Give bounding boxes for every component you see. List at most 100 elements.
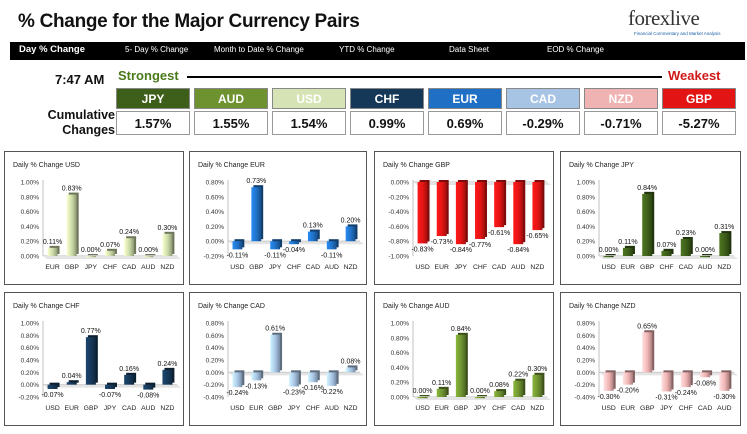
- bar: [455, 334, 466, 397]
- bar: [475, 397, 485, 399]
- x-tick-label: GBP: [640, 264, 655, 271]
- chart-title: Daily % Change AUD: [383, 303, 450, 310]
- currency-name: AUD: [194, 88, 268, 109]
- bar: [270, 334, 281, 373]
- data-label: -0.65%: [526, 233, 548, 240]
- y-tick-label: 1.00%: [21, 321, 40, 328]
- bar-depth: [702, 254, 713, 256]
- data-label: 0.61%: [265, 326, 285, 333]
- y-tick-label: -0.40%: [388, 209, 409, 216]
- data-label: -0.20%: [617, 388, 639, 395]
- data-label: -0.11%: [264, 252, 286, 259]
- bar: [417, 397, 428, 399]
- x-tick-label: USD: [230, 405, 244, 412]
- x-tick-label: AUD: [717, 405, 731, 412]
- data-label: 0.77%: [81, 328, 101, 335]
- bar: [85, 256, 96, 258]
- data-label: 0.11%: [618, 239, 637, 246]
- x-tick-label: JPY: [455, 264, 468, 271]
- y-tick-label: 0.40%: [21, 224, 40, 231]
- currency-eur: EUR 0.69%: [428, 88, 502, 136]
- bar: [66, 382, 77, 385]
- x-tick-label: CAD: [122, 264, 136, 271]
- header: % Change for the Major Currency Pairs fo…: [0, 0, 747, 42]
- data-label: 0.84%: [637, 185, 657, 192]
- data-label: 0.08%: [489, 382, 509, 389]
- x-tick-label: NZD: [717, 264, 731, 271]
- y-tick-label: 0.40%: [577, 345, 596, 352]
- nav-mtd-change[interactable]: Month to Date % Change: [214, 45, 304, 54]
- currency-value: -0.71%: [584, 111, 658, 135]
- bar: [642, 193, 653, 256]
- x-tick-label: CAD: [306, 264, 320, 271]
- nav-day-change[interactable]: Day % Change: [19, 44, 85, 55]
- x-tick-label: JPY: [660, 405, 673, 412]
- chart-cad: Daily % Change CAD -0.40% -0.20% 0.00% 0.20%…: [189, 292, 367, 426]
- bar: [603, 372, 614, 391]
- y-tick-label: 0.20%: [391, 380, 410, 387]
- data-label: 0.07%: [657, 242, 677, 249]
- x-tick-label: EUR: [249, 405, 263, 412]
- strongest-label: Strongest: [118, 68, 179, 83]
- x-tick-label: CAD: [511, 405, 525, 412]
- bar: [475, 182, 485, 239]
- y-tick-label: -0.20%: [18, 395, 39, 402]
- chart-title: Daily % Change EUR: [198, 162, 265, 169]
- bar: [417, 182, 428, 244]
- y-tick-label: 0.80%: [21, 333, 40, 340]
- bar: [494, 182, 505, 228]
- nav-5day-change[interactable]: 5- Day % Change: [125, 45, 189, 54]
- data-label: 0.23%: [676, 230, 696, 237]
- nav-data-sheet[interactable]: Data Sheet: [449, 45, 490, 54]
- x-tick-label: USD: [230, 264, 244, 271]
- y-tick-label: -0.20%: [388, 194, 409, 201]
- currency-gbp: GBP -5.27%: [662, 88, 736, 136]
- x-tick-label: USD: [45, 405, 59, 412]
- data-label: 0.31%: [714, 224, 734, 231]
- bar: [251, 187, 262, 242]
- bar: [345, 226, 356, 242]
- x-tick-label: NZD: [160, 405, 174, 412]
- y-tick-label: 0.60%: [21, 345, 40, 352]
- bar: [105, 250, 115, 256]
- chart-aud: Daily % Change AUD 0.00% 0.20% 0.40% 0.60% 0.…: [374, 292, 554, 426]
- bar: [513, 182, 524, 245]
- x-tick-label: EUR: [621, 264, 635, 271]
- currency-name: JPY: [116, 88, 190, 109]
- logo-text: forexlive: [628, 6, 700, 30]
- nav-eod-change[interactable]: EOD % Change: [547, 45, 604, 54]
- y-tick-label: 0.60%: [577, 333, 596, 340]
- bar: [143, 384, 154, 390]
- bar: [719, 372, 730, 391]
- data-label: -0.08%: [694, 380, 716, 387]
- forexlive-logo[interactable]: forexlive Financial Commentary and Marke…: [628, 6, 738, 38]
- bar: [532, 374, 543, 397]
- y-tick-label: -0.20%: [203, 382, 224, 389]
- x-tick-label: CHF: [306, 405, 320, 412]
- x-tick-label: JPY: [474, 405, 487, 412]
- y-tick-label: 1.00%: [21, 180, 40, 187]
- y-tick-label: 1.00%: [577, 180, 596, 187]
- bar: [455, 182, 466, 245]
- x-tick-label: AUD: [141, 405, 155, 412]
- y-tick-label: 0.80%: [577, 194, 596, 201]
- chart-title: Daily % Change USD: [13, 162, 80, 169]
- bar-depth: [145, 254, 156, 256]
- bar: [232, 241, 243, 250]
- data-label: -0.24%: [675, 390, 697, 397]
- data-label: -0.24%: [226, 390, 248, 397]
- bar-depth: [419, 395, 430, 397]
- y-tick-label: -1.00%: [388, 254, 409, 261]
- data-label: 0.00%: [695, 247, 715, 254]
- x-tick-label: NZD: [344, 405, 358, 412]
- bar: [124, 238, 135, 256]
- currency-value: 1.55%: [194, 111, 268, 135]
- y-tick-label: 0.80%: [206, 180, 225, 187]
- data-label: 0.65%: [637, 323, 657, 330]
- y-tick-label: 0.40%: [391, 365, 410, 372]
- nav-ytd-change[interactable]: YTD % Change: [339, 45, 395, 54]
- y-tick-label: 0.80%: [206, 321, 225, 328]
- bar: [494, 391, 505, 397]
- data-label: 0.30%: [157, 225, 177, 232]
- chart-title: Daily % Change JPY: [569, 162, 634, 169]
